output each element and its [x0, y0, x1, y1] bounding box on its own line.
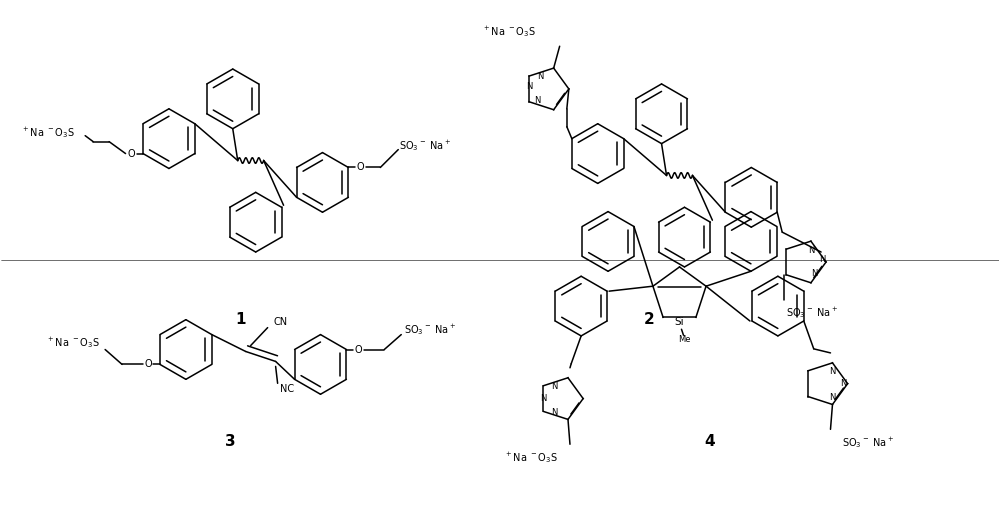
Text: O: O — [127, 148, 135, 159]
Text: 3: 3 — [225, 435, 236, 450]
Text: N: N — [551, 382, 557, 391]
Text: 2: 2 — [644, 312, 655, 327]
Text: N: N — [551, 408, 557, 417]
Text: 1: 1 — [235, 312, 246, 327]
Text: $^+$Na $^-$O$_3$S: $^+$Na $^-$O$_3$S — [504, 450, 558, 465]
Text: SO$_3$$^-$ Na$^+$: SO$_3$$^-$ Na$^+$ — [786, 305, 838, 320]
Text: $^+$Na $^-$O$_3$S: $^+$Na $^-$O$_3$S — [482, 24, 536, 39]
Text: N: N — [808, 246, 814, 254]
Text: N: N — [537, 73, 543, 81]
Text: N: N — [829, 393, 836, 402]
Text: CN: CN — [274, 317, 288, 327]
Text: SO$_3$$^-$ Na$^+$: SO$_3$$^-$ Na$^+$ — [399, 138, 451, 153]
Text: N: N — [540, 394, 546, 403]
Text: N: N — [534, 96, 540, 106]
Text: N: N — [840, 379, 847, 388]
Text: O: O — [357, 163, 364, 173]
Text: 4: 4 — [704, 435, 715, 450]
Text: N: N — [819, 255, 825, 265]
Text: $^+$Na $^-$O$_3$S: $^+$Na $^-$O$_3$S — [21, 125, 75, 140]
Text: Me: Me — [678, 335, 691, 344]
Text: N: N — [829, 367, 836, 376]
Text: Si: Si — [675, 317, 684, 328]
Text: $^+$Na $^-$O$_3$S: $^+$Na $^-$O$_3$S — [46, 335, 100, 350]
Text: SO$_3$$^-$ Na$^+$: SO$_3$$^-$ Na$^+$ — [404, 322, 456, 337]
Text: N: N — [526, 82, 532, 92]
Text: SO$_3$$^-$ Na$^+$: SO$_3$$^-$ Na$^+$ — [842, 435, 894, 450]
Text: N: N — [811, 269, 817, 279]
Text: O: O — [144, 359, 152, 369]
Text: O: O — [355, 345, 362, 354]
Text: NC: NC — [280, 384, 294, 394]
